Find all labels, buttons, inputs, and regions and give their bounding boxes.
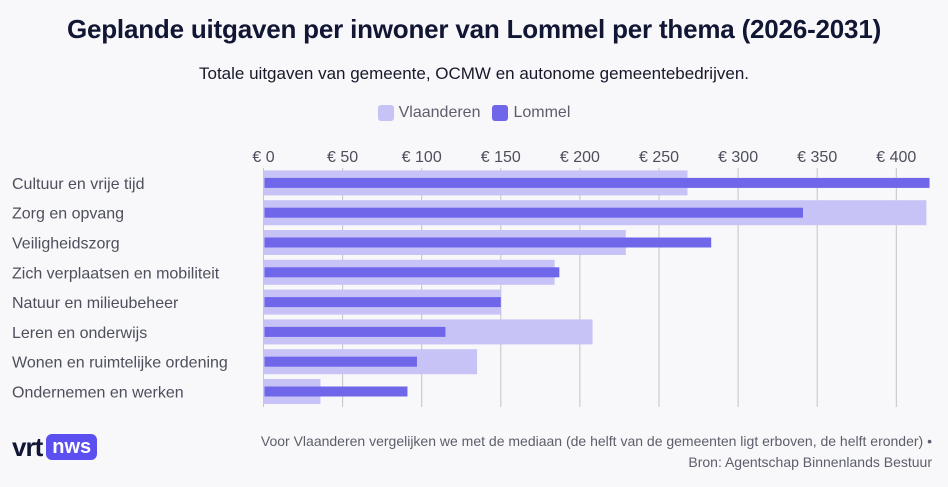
tick-label: € 100: [402, 149, 442, 166]
footer-note: Voor Vlaanderen vergelijken we met de me…: [261, 431, 932, 473]
legend-item-vlaanderen[interactable]: Vlaanderen: [377, 104, 481, 122]
footer-note-median: Voor Vlaanderen vergelijken we met de me…: [260, 433, 932, 449]
category-label: Wonen en ruimtelijke ordening: [12, 355, 228, 372]
bar-lommel: [264, 177, 930, 188]
tick-label: € 250: [639, 149, 679, 166]
chart-subtitle: Totale uitgaven van gemeente, OCMW en au…: [199, 64, 749, 83]
bar-lommel: [264, 237, 712, 248]
tick-label: € 350: [797, 149, 837, 166]
chart-title: Geplande uitgaven per inwoner van Lommel…: [66, 14, 882, 44]
logo-vrt: vrt: [12, 432, 43, 462]
category-label: Leren en onderwijs: [12, 325, 147, 342]
tick-label: € 200: [560, 149, 600, 166]
tick-label: € 300: [718, 149, 758, 166]
tick-label: € 0: [252, 149, 274, 166]
bars: [263, 170, 930, 404]
bar-lommel: [264, 356, 417, 367]
x-axis-ticks: € 0 € 50 € 100 € 150 € 200 € 250 € 300 € 350 € 4…: [252, 149, 916, 166]
logo-nws: nws: [46, 434, 98, 460]
category-label: Zorg en opvang: [12, 206, 124, 223]
vrt-nws-logo: vrt nws: [12, 432, 98, 462]
tick-label: € 150: [481, 149, 521, 166]
legend-swatch-lommel: [492, 105, 509, 121]
bar-lommel: [264, 297, 501, 308]
category-label: Natuur en milieubeheer: [12, 295, 179, 312]
tick-label: € 50: [327, 149, 358, 166]
bar-lommel: [264, 207, 803, 218]
legend-label-lommel: Lommel: [513, 104, 571, 121]
legend-label-vlaanderen: Vlaanderen: [398, 104, 481, 121]
bar-lommel: [264, 267, 560, 278]
legend: Vlaanderen Lommel: [0, 104, 948, 122]
footer-source: Bron: Agentschap Binnenlands Bestuur: [688, 454, 932, 470]
category-label: Cultuur en vrije tijd: [12, 176, 145, 193]
bar-lommel: [264, 326, 446, 337]
legend-swatch-vlaanderen: [377, 105, 394, 121]
category-label: Ondernemen en werken: [12, 385, 184, 402]
category-label: Zich verplaatsen en mobiliteit: [12, 265, 220, 282]
legend-item-lommel[interactable]: Lommel: [492, 104, 570, 122]
category-labels: Cultuur en vrije tijd Zorg en opvang Veili…: [12, 176, 228, 402]
tick-label: € 400: [876, 149, 916, 166]
bar-lommel: [264, 386, 408, 397]
category-label: Veiligheidszorg: [12, 236, 120, 253]
